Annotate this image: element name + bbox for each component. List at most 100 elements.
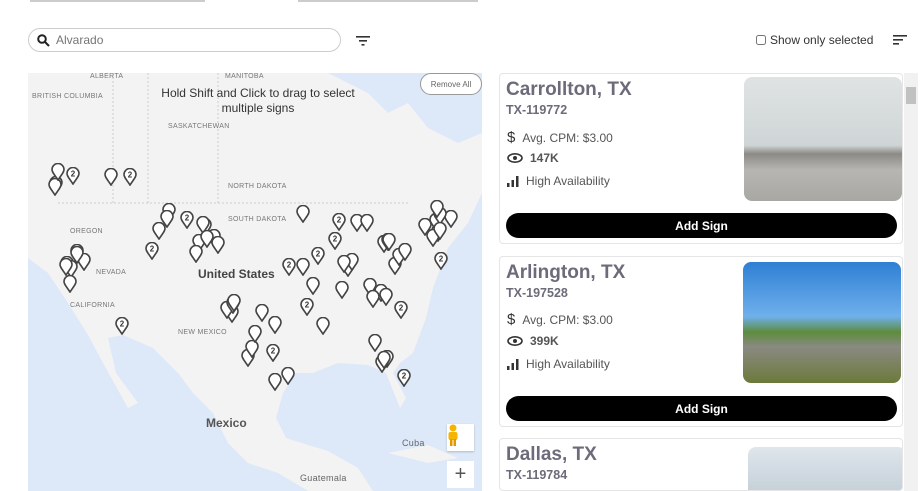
map-land [28, 73, 482, 491]
listing-city: Arlington, TX [506, 262, 626, 283]
map-pin-icon[interactable] [363, 278, 377, 297]
map-pin-icon[interactable]: 2 [145, 241, 159, 260]
svg-text:2: 2 [185, 213, 190, 222]
map-pin-icon[interactable]: 2 [434, 252, 449, 271]
map-pin-icon[interactable] [350, 213, 364, 232]
map-pin-icon[interactable]: 2 [332, 212, 346, 231]
map-label: CALIFORNIA [70, 302, 116, 309]
map-pin-icon[interactable]: 2 [311, 247, 325, 266]
sort-icon[interactable] [893, 34, 907, 46]
map-pin-icon[interactable] [70, 246, 85, 265]
map-pin-icon[interactable] [368, 333, 383, 352]
map-pin-icon[interactable]: 2 [396, 368, 411, 387]
svg-text:2: 2 [271, 346, 276, 355]
listing-impressions: 399K [530, 334, 559, 348]
zoom-in-button[interactable]: + [447, 461, 474, 488]
map-pin-icon[interactable] [306, 277, 320, 296]
map-label: SOUTH DAKOTA [228, 216, 287, 223]
map-pin-icon[interactable]: 2 [266, 343, 281, 362]
map-pin-icon[interactable] [366, 289, 381, 308]
map-label: ALBERTA [90, 73, 124, 80]
map-pin-icon[interactable] [244, 340, 259, 359]
listing-cpm: Avg. CPM: $3.00 [522, 130, 613, 145]
map-label: BRITISH COLUMBIA [32, 93, 103, 100]
tab-indicator[interactable] [30, 0, 205, 2]
map-pin-icon[interactable] [335, 281, 350, 300]
svg-text:2: 2 [70, 169, 75, 178]
map-pin-icon[interactable] [296, 258, 310, 277]
map-label: NEW MEXICO [178, 329, 227, 336]
listing-city: Dallas, TX [506, 444, 597, 465]
map-pin-icon[interactable] [247, 325, 262, 344]
listing-panel: Carrollton, TX TX-119772 $ Avg. CPM: $3.0… [499, 73, 904, 491]
map-pin-icon[interactable]: 2 [122, 168, 137, 187]
listing-photo [743, 262, 901, 383]
show-only-selected-checkbox[interactable] [756, 35, 766, 45]
map-pin-icon[interactable]: 2 [281, 258, 296, 277]
map-pin-icon[interactable]: 2 [65, 166, 80, 185]
map-pin-icon[interactable] [316, 316, 330, 335]
map-pin-icon[interactable]: 2 [394, 301, 408, 320]
tab-indicator[interactable] [298, 0, 478, 2]
map-pin-icon[interactable] [379, 287, 394, 306]
add-sign-button[interactable]: Add Sign [506, 213, 897, 238]
scrollbar-thumb[interactable] [906, 87, 916, 104]
map-pin-icon[interactable]: 2 [115, 317, 129, 336]
svg-text:2: 2 [439, 255, 444, 264]
signal-bars-icon [507, 175, 519, 187]
listing-card[interactable]: Carrollton, TX TX-119772 $ Avg. CPM: $3.0… [499, 73, 903, 244]
map-pin-icon[interactable] [103, 167, 118, 186]
search-box[interactable] [28, 28, 341, 52]
map-label: Guatemala [300, 473, 347, 483]
map-pin-icon[interactable] [280, 367, 295, 386]
map-pin-icon[interactable] [227, 294, 241, 313]
map-pin-icon[interactable]: 2 [328, 232, 342, 251]
map-pin-icon[interactable] [267, 315, 282, 334]
eye-icon [507, 336, 523, 346]
map-pin-icon[interactable] [210, 236, 225, 255]
svg-text:2: 2 [150, 244, 155, 253]
map-pin-icon[interactable] [199, 230, 214, 249]
map-hint: Hold Shift and Click to drag to select m… [161, 86, 355, 115]
map-pin-icon[interactable] [337, 255, 351, 274]
map-pin-icon[interactable] [433, 221, 447, 240]
add-sign-button[interactable]: Add Sign [506, 396, 897, 421]
map-pin-icon[interactable] [377, 350, 392, 369]
map-pin-icon[interactable] [189, 245, 203, 264]
map-pin-icon[interactable] [151, 221, 166, 240]
map-pin-icon[interactable] [196, 216, 211, 235]
dollar-icon: $ [507, 311, 516, 328]
svg-text:2: 2 [399, 304, 404, 313]
filter-icon[interactable] [356, 34, 370, 46]
map-pin-icon[interactable] [443, 210, 458, 229]
remove-all-button[interactable]: Remove All [420, 73, 482, 95]
map-pin-icon[interactable] [255, 304, 269, 323]
svg-text:2: 2 [305, 300, 310, 309]
map-pin-icon[interactable] [62, 275, 77, 294]
show-only-selected-label: Show only selected [770, 33, 874, 47]
show-only-selected[interactable]: Show only selected [756, 33, 873, 47]
search-input[interactable] [56, 33, 316, 47]
map-pin-icon[interactable] [418, 217, 432, 236]
map-pin-icon[interactable] [430, 200, 444, 219]
map-pin-icon[interactable] [398, 243, 412, 262]
map-label: NEVADA [96, 269, 127, 276]
map-pin-icon[interactable] [59, 257, 73, 276]
map-pin-icon[interactable]: 2 [300, 297, 315, 316]
map-pin-icon[interactable] [51, 163, 65, 182]
street-view-pegman[interactable] [447, 424, 474, 451]
listing-code: TX-119772 [506, 103, 568, 117]
map-pin-icon[interactable] [360, 213, 375, 232]
map-pin-icon[interactable] [160, 210, 174, 229]
map-pin-icon[interactable] [268, 373, 282, 392]
scrollbar[interactable] [904, 73, 918, 491]
map-label: United States [198, 267, 275, 281]
map-pin-icon[interactable]: 2 [180, 210, 194, 229]
listing-card[interactable]: Arlington, TX TX-197528 $ Avg. CPM: $3.00… [499, 256, 903, 427]
listing-card[interactable]: Dallas, TX TX-119784 [499, 438, 903, 491]
map-pin-icon[interactable] [382, 232, 397, 251]
listing-availability: High Availability [526, 174, 610, 188]
map-pin-icon[interactable] [295, 205, 310, 224]
map-pin-icon[interactable] [48, 178, 62, 197]
